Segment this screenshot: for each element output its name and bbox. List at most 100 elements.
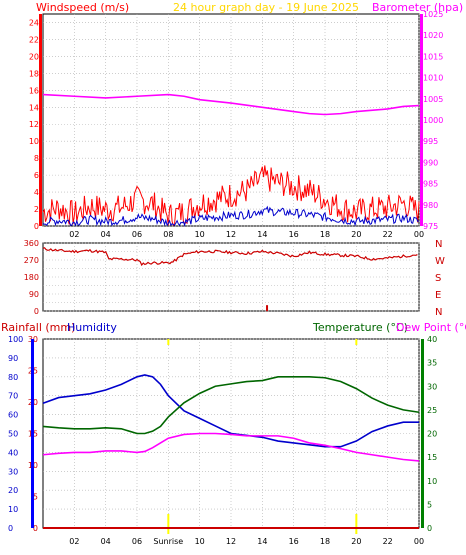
wind-y-tick-label: 2 bbox=[34, 205, 39, 214]
wind-x-tick-label: 14 bbox=[257, 230, 267, 239]
temperature-y-tick-label: 30 bbox=[427, 382, 437, 391]
wind-y-tick-label: 24 bbox=[29, 18, 39, 27]
direction-y-tick-label: 0 bbox=[34, 307, 39, 316]
humidity-axis-title: Humidity bbox=[67, 321, 117, 334]
barometer-y-tick-label: 1005 bbox=[423, 95, 443, 104]
compass-label: N bbox=[435, 307, 442, 318]
humidity-y-tick-label: 50 bbox=[8, 430, 18, 439]
humidity-y-tick-label: 40 bbox=[8, 448, 18, 457]
humidity-y-tick-label: 30 bbox=[8, 467, 18, 476]
wind-x-tick-label: 20 bbox=[351, 230, 361, 239]
rain-x-tick-label: Sunrise bbox=[153, 537, 183, 546]
wind-x-tick-label: 16 bbox=[289, 230, 299, 239]
temperature-y-tick-label: 40 bbox=[427, 335, 437, 344]
humidity-y-tick-label: 70 bbox=[8, 392, 18, 401]
dewpoint-axis-title: Dew Point (°C) bbox=[396, 321, 466, 334]
temperature-y-tick-label: 10 bbox=[427, 477, 437, 486]
wind-average-line bbox=[42, 205, 420, 228]
rain-x-tick-label: 12 bbox=[226, 537, 236, 546]
direction-y-tick-label: 180 bbox=[24, 273, 39, 282]
wind-y-tick-label: 6 bbox=[34, 171, 39, 180]
humidity-y-tick-label: 20 bbox=[8, 486, 18, 495]
temperature-y-tick-label: 5 bbox=[427, 500, 432, 509]
grid-layer bbox=[43, 14, 420, 534]
axis-labels-layer: 0246810121416182022249759809859909951000… bbox=[8, 10, 445, 546]
graph-title: 24 hour graph day - 19 June 2025 bbox=[173, 1, 359, 14]
wind-x-tick-label: 12 bbox=[226, 230, 236, 239]
wind-y-tick-label: 0 bbox=[34, 222, 39, 231]
humidity-y-tick-label: 100 bbox=[8, 335, 23, 344]
barometer-y-tick-label: 975 bbox=[423, 222, 438, 231]
rainfall-axis-title: Rainfall (mm) bbox=[1, 321, 75, 334]
temperature-y-tick-label: 20 bbox=[427, 430, 437, 439]
wind-x-tick-label: 04 bbox=[101, 230, 111, 239]
barometer-y-tick-label: 980 bbox=[423, 201, 438, 210]
windspeed-line bbox=[42, 165, 420, 227]
wind-x-tick-label: 08 bbox=[163, 230, 173, 239]
compass-label: N bbox=[435, 239, 442, 250]
rain-x-tick-label: 18 bbox=[320, 537, 330, 546]
wind-y-tick-label: 8 bbox=[34, 154, 39, 163]
wind-direction-point bbox=[266, 305, 269, 312]
wind-y-tick-label: 18 bbox=[29, 69, 39, 78]
rain-x-tick-label: 10 bbox=[195, 537, 205, 546]
barometer-line bbox=[42, 93, 420, 116]
wind-direction-line bbox=[42, 247, 418, 267]
humidity-y-tick-label: 60 bbox=[8, 411, 18, 420]
rain-x-tick-label: 06 bbox=[132, 537, 142, 546]
wind-y-tick-label: 20 bbox=[29, 52, 39, 61]
barometer-y-tick-label: 985 bbox=[423, 180, 438, 189]
wind-x-tick-label: 10 bbox=[195, 230, 205, 239]
wind-y-tick-label: 10 bbox=[29, 137, 39, 146]
rain-x-tick-label: 02 bbox=[69, 537, 79, 546]
wind-y-tick-label: 16 bbox=[29, 86, 39, 95]
wind-x-tick-label: 00 bbox=[414, 230, 424, 239]
barometer-y-tick-label: 1015 bbox=[423, 52, 443, 61]
barometer-y-tick-label: 990 bbox=[423, 158, 438, 167]
barometer-y-tick-label: 1000 bbox=[423, 116, 443, 125]
wind-x-tick-label: 06 bbox=[132, 230, 142, 239]
wind-axis-bar bbox=[39, 14, 42, 226]
barometer-y-tick-label: 1010 bbox=[423, 74, 443, 83]
rain-x-tick-label: 00 bbox=[414, 537, 424, 546]
compass-label: E bbox=[435, 290, 441, 301]
rain-x-tick-label: 04 bbox=[101, 537, 111, 546]
humidity-y-tick-label: 10 bbox=[8, 505, 18, 514]
direction-y-tick-label: 270 bbox=[24, 256, 39, 265]
series-layer bbox=[42, 93, 420, 529]
temperature-y-tick-label: 15 bbox=[427, 453, 437, 462]
humidity-y-tick-label: 0 bbox=[8, 524, 13, 533]
barometer-y-tick-label: 1025 bbox=[423, 10, 443, 19]
barometer-axis-title: Barometer (hpa) bbox=[372, 1, 463, 14]
direction-y-tick-label: 90 bbox=[29, 290, 39, 299]
barometer-y-tick-label: 995 bbox=[423, 137, 438, 146]
temperature-axis-title: Temperature (°C) bbox=[312, 321, 408, 334]
temperature-y-tick-label: 0 bbox=[427, 524, 432, 533]
temperature-y-tick-label: 25 bbox=[427, 406, 437, 415]
barometer-axis-bar bbox=[420, 14, 423, 226]
wind-y-tick-label: 4 bbox=[34, 188, 39, 197]
temperature-axis-bar bbox=[421, 339, 424, 528]
barometer-y-tick-label: 1020 bbox=[423, 31, 443, 40]
temperature-y-tick-label: 35 bbox=[427, 359, 437, 368]
humidity-y-tick-label: 80 bbox=[8, 373, 18, 382]
wind-y-tick-label: 12 bbox=[29, 120, 39, 129]
rain-x-tick-label: 22 bbox=[383, 537, 393, 546]
rain-x-tick-label: 20 bbox=[351, 537, 361, 546]
compass-label: S bbox=[435, 273, 441, 284]
wind-y-tick-label: 14 bbox=[29, 103, 39, 112]
direction-y-tick-label: 360 bbox=[24, 239, 39, 248]
wind-x-tick-label: 22 bbox=[383, 230, 393, 239]
rain-y-tick-label: 5 bbox=[33, 493, 38, 502]
compass-label: W bbox=[435, 256, 445, 267]
rain-x-tick-label: 14 bbox=[257, 537, 267, 546]
wind-y-tick-label: 22 bbox=[29, 35, 39, 44]
humidity-y-tick-label: 90 bbox=[8, 354, 18, 363]
rain-y-tick-label: 0 bbox=[33, 524, 38, 533]
humidity-line bbox=[42, 374, 419, 448]
temperature-line bbox=[42, 375, 420, 435]
dewpoint-line bbox=[42, 432, 420, 462]
